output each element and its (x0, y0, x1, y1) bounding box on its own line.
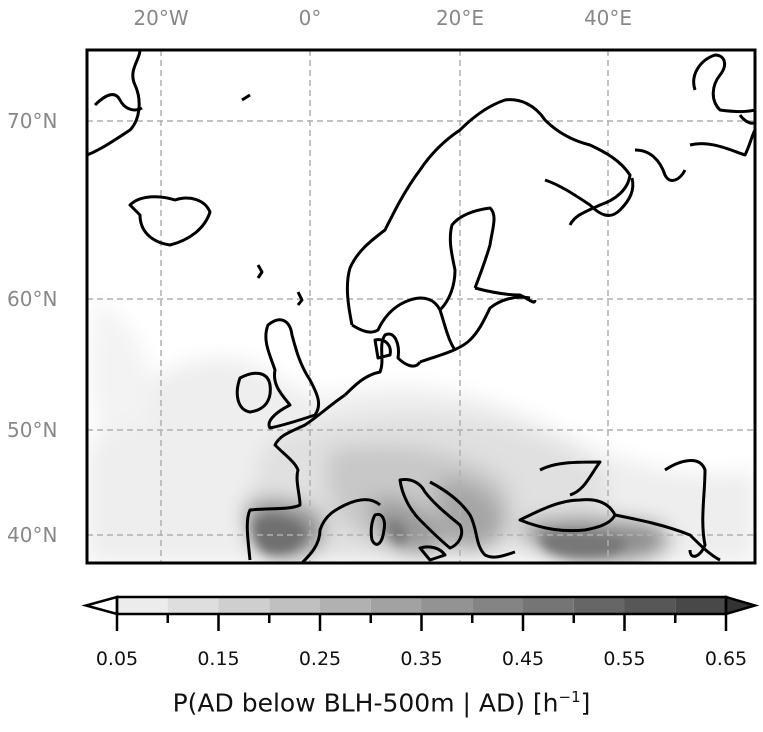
colorbar-title-exponent: −1 (558, 688, 581, 706)
colorbar-cells (117, 597, 726, 614)
lat-label-70n: 70°N (7, 109, 58, 133)
colorbar-cell (624, 597, 676, 614)
probability-field (87, 300, 755, 563)
colorbar (81, 595, 760, 631)
colorbar-cell (218, 597, 270, 614)
colorbar-tick-label-0.15: 0.15 (197, 648, 240, 670)
colorbar-cell (421, 597, 473, 614)
map-frame (85, 48, 757, 565)
colorbar-title: P(AD below BLH-500m | AD) [h−1] (0, 688, 763, 717)
colorbar-cell (573, 597, 625, 614)
colorbar-tick-label-0.65: 0.65 (704, 648, 748, 670)
colorbar-cell (269, 597, 320, 614)
colorbar-tick-label-0.35: 0.35 (400, 648, 443, 670)
colorbar-tick-label-0.05: 0.05 (95, 648, 139, 670)
colorbar-title-end: ] (580, 688, 591, 718)
lat-label-50n: 50°N (7, 418, 58, 442)
colorbar-tick-label-0.45: 0.45 (501, 648, 545, 670)
colorbar-cell (320, 597, 371, 614)
colorbar-cell (523, 597, 574, 614)
coastlines (87, 50, 755, 563)
colorbar-tick-label-0.55: 0.55 (603, 648, 646, 670)
colorbar-tick-label-0.25: 0.25 (298, 648, 342, 670)
colorbar-cell (472, 597, 523, 614)
colorbar-extend-left (81, 595, 119, 616)
lat-label-40n: 40°N (7, 523, 58, 547)
gridlines (87, 50, 755, 563)
lon-label-0: 0° (298, 6, 322, 30)
colorbar-cell (675, 597, 726, 614)
colorbar-cell (117, 597, 168, 614)
lon-label-40e: 40°E (583, 6, 633, 30)
colorbar-ticks (115, 614, 728, 631)
colorbar-cell (370, 597, 422, 614)
lon-label-20e: 20°E (435, 6, 485, 30)
lon-label-20w: 20°W (133, 6, 189, 30)
colorbar-cell (167, 597, 219, 614)
colorbar-extend-right (724, 595, 760, 616)
colorbar-title-main: P(AD below BLH-500m | AD) [h (172, 688, 559, 718)
lat-label-60n: 60°N (7, 287, 58, 311)
